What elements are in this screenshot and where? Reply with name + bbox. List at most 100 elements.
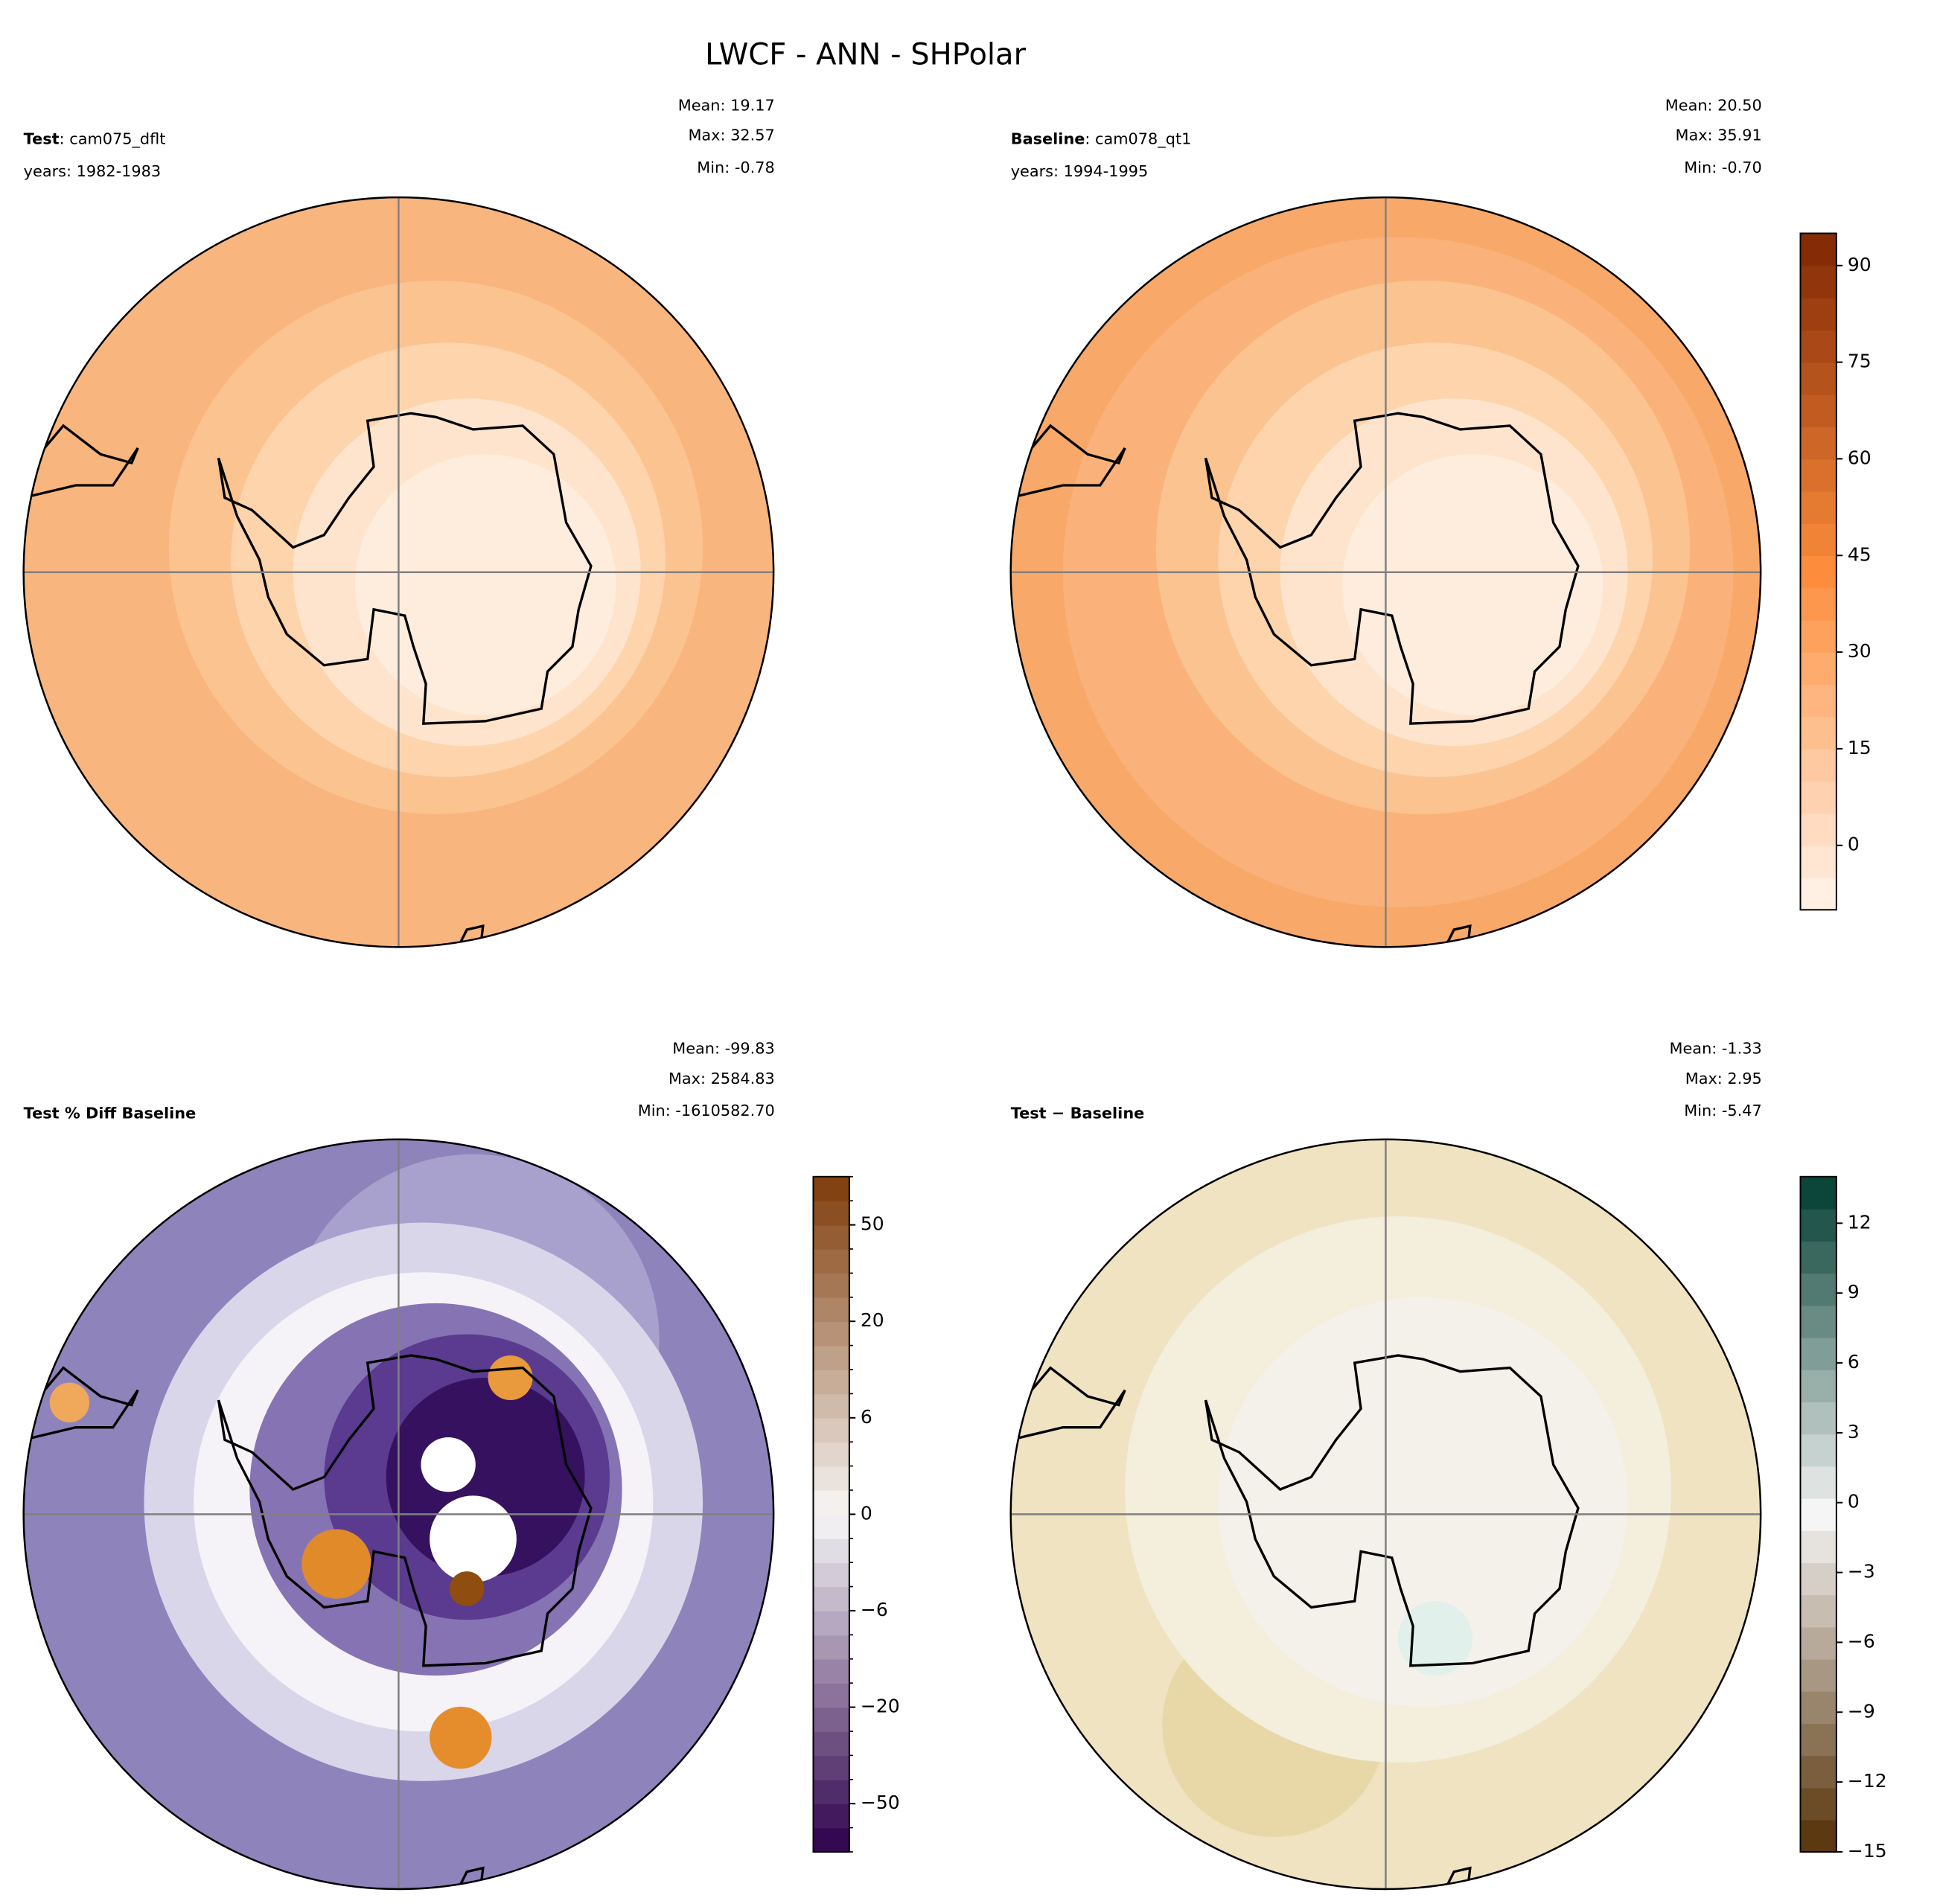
colorbar-band <box>813 1345 849 1370</box>
case-name: : cam078_qt1 <box>1085 130 1191 148</box>
panel-label: Test − Baseline <box>1011 1104 1145 1122</box>
colorbar-band <box>1800 1305 1837 1338</box>
field-contour <box>488 1355 533 1400</box>
colorbar-band <box>813 1731 849 1757</box>
colorbar-band <box>813 1417 849 1443</box>
years: years: 1982-1983 <box>24 162 162 180</box>
colorbar-tick-label: 6 <box>1848 1351 1860 1373</box>
colorbar-band <box>1800 1690 1837 1725</box>
coastline <box>23 1366 139 1441</box>
colorbar-band <box>813 1273 849 1298</box>
colorbar-band <box>1800 394 1837 427</box>
coastline <box>1010 424 1126 499</box>
colorbar-band <box>1800 1241 1837 1274</box>
field-contour <box>449 1571 485 1606</box>
colorbar-tick-label: 9 <box>1848 1281 1860 1303</box>
coastline <box>1204 1354 1580 1667</box>
colorbar-band <box>1800 1273 1837 1306</box>
colorbar-tick-label: 20 <box>861 1309 884 1331</box>
field-contour <box>301 1529 371 1599</box>
coastline <box>217 1354 593 1667</box>
colorbar-band <box>813 1658 849 1684</box>
coastline <box>1444 924 1472 948</box>
stat-text: Min: -0.70 <box>1684 159 1762 176</box>
colorbar-band <box>813 1321 849 1346</box>
colorbar-band <box>813 1538 849 1564</box>
colorbar-band <box>813 1224 849 1250</box>
colorbar-band <box>813 1562 849 1588</box>
colorbar-band <box>813 1176 849 1202</box>
colorbar-tick-label: 50 <box>861 1213 884 1235</box>
stat-text: Mean: -1.33 <box>1670 1040 1762 1058</box>
colorbar-tick-label: 90 <box>1848 254 1871 275</box>
colorbar-band <box>813 1489 849 1515</box>
stat-text: Mean: -99.83 <box>672 1040 775 1058</box>
colorbar-band <box>1800 1337 1837 1370</box>
colorbar-band <box>1800 781 1837 814</box>
colorbar-tick-label: 0 <box>861 1502 872 1524</box>
colorbar-tick-label: 6 <box>861 1406 872 1428</box>
stat-text: Min: -1610582.70 <box>638 1102 775 1119</box>
colorbar-tick-label: 75 <box>1848 351 1871 372</box>
colorbar-tick-label: 15 <box>1848 737 1871 758</box>
colorbar-band <box>813 1610 849 1636</box>
map-panel <box>1009 196 1762 948</box>
coastline <box>456 1866 485 1889</box>
colorbar-band <box>1800 1434 1837 1467</box>
colorbar-band <box>1800 459 1837 492</box>
stat-text: Max: 2.95 <box>1685 1070 1762 1087</box>
colorbar-band <box>1800 652 1837 686</box>
colorbar-band <box>1800 1819 1837 1853</box>
panel-label: Test % Diff Baseline <box>24 1104 197 1122</box>
colorbar-tick-label: −9 <box>1848 1700 1875 1722</box>
colorbar-band <box>1800 523 1837 557</box>
map-panel <box>22 1138 775 1891</box>
coastline <box>456 924 485 948</box>
stat-text: Mean: 19.17 <box>678 96 775 114</box>
field-contour <box>1218 1297 1628 1707</box>
stat-text: Max: 32.57 <box>688 126 774 144</box>
colorbar-band <box>813 1779 849 1805</box>
panel-label-bold: Baseline <box>1011 130 1085 147</box>
colorbar-tick-label: −12 <box>1848 1770 1887 1792</box>
colorbar-band <box>1800 1466 1837 1499</box>
panel-label-bold: Test − Baseline <box>1011 1104 1145 1122</box>
colorbar-band <box>813 1393 849 1419</box>
colorbar-tick-label: 3 <box>1848 1421 1860 1443</box>
colorbar-band <box>1800 1176 1837 1210</box>
stat-text: Max: 2584.83 <box>668 1070 775 1087</box>
colorbar-frame <box>1799 1175 1837 1853</box>
colorbar-band <box>813 1707 849 1732</box>
map-panel <box>22 196 775 948</box>
colorbar-band <box>1800 878 1837 911</box>
colorbar-band <box>1800 1498 1837 1531</box>
colorbar-band <box>1800 233 1837 266</box>
colorbar-band <box>1800 1723 1837 1757</box>
colorbar-band <box>813 1514 849 1539</box>
colorbar-band <box>813 1683 849 1708</box>
colorbar-band <box>1800 1594 1837 1628</box>
colorbar-tick-label: −6 <box>1848 1630 1875 1652</box>
colorbar-tick-label: −6 <box>861 1599 888 1620</box>
map-panel <box>1009 1138 1762 1891</box>
case-name: : cam075_dflt <box>60 130 166 148</box>
field-contour <box>1398 1601 1473 1676</box>
colorbar-band <box>1800 587 1837 621</box>
stat-text: Mean: 20.50 <box>1665 96 1762 114</box>
colorbar-band <box>1800 298 1837 331</box>
colorbar-frame <box>1799 232 1837 911</box>
colorbar-band <box>1800 1402 1837 1435</box>
colorbar-band <box>1800 684 1837 718</box>
colorbar-band <box>1800 330 1837 363</box>
coastline <box>1444 1866 1472 1889</box>
colorbar-band <box>1800 619 1837 653</box>
colorbar-tick-label: −20 <box>861 1696 900 1717</box>
colorbar-band <box>813 1804 849 1829</box>
colorbar-tick-label: −3 <box>1848 1561 1875 1582</box>
field-contour <box>430 1495 517 1583</box>
field-contour <box>430 1706 492 1769</box>
colorbar-band <box>813 1635 849 1660</box>
colorbar-band <box>813 1827 849 1853</box>
field-contour <box>355 454 616 715</box>
coastline <box>1010 1366 1126 1441</box>
